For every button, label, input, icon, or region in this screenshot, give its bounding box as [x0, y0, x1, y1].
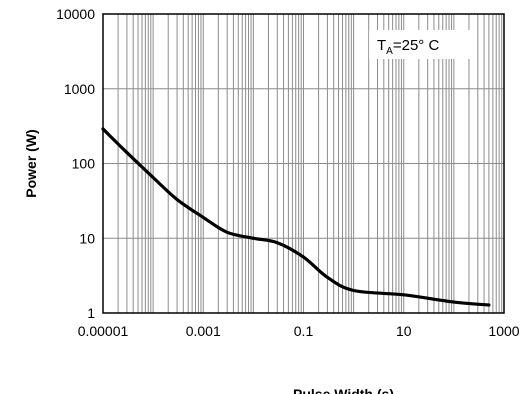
- x-tick-label: 0.001: [186, 323, 221, 339]
- annotation-suffix: =25° C: [393, 37, 440, 54]
- x-tick-label: 0.1: [294, 323, 314, 339]
- annotation-background: [369, 30, 473, 59]
- y-tick-labels: 1 10 100 1000 10000: [56, 6, 95, 321]
- ambient-temperature-annotation: TA=25° C: [369, 30, 473, 59]
- annotation-text: TA=25° C: [377, 37, 439, 57]
- curve-layer: [101, 127, 491, 307]
- x-tick-label: 1000: [488, 323, 519, 339]
- x-tick-labels: 0.00001 0.001 0.1 10 1000: [78, 323, 520, 339]
- y-tick-label: 100: [72, 156, 96, 172]
- annotation-subscript: A: [386, 46, 393, 57]
- power-curve: [101, 127, 491, 307]
- y-tick-label: 10000: [56, 6, 95, 22]
- plot-frame: [102, 13, 505, 314]
- y-tick-label: 1: [87, 305, 95, 321]
- x-tick-label: 10: [396, 323, 412, 339]
- grid-lines: [103, 14, 504, 313]
- y-tick-label: 10: [79, 230, 95, 246]
- annotation-prefix: T: [377, 37, 386, 54]
- x-tick-label: 0.00001: [78, 323, 129, 339]
- y-axis-title: Power (W): [23, 129, 39, 197]
- y-tick-label: 1000: [64, 81, 95, 97]
- x-axis-title: Pulse Width (s): [293, 386, 394, 394]
